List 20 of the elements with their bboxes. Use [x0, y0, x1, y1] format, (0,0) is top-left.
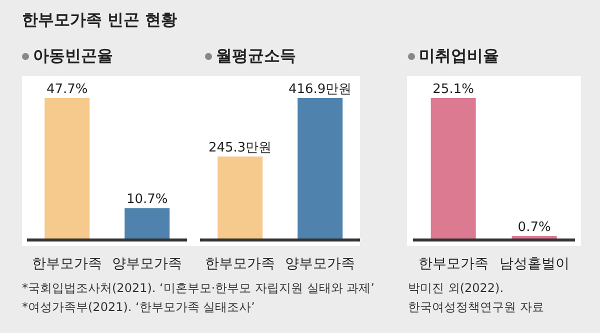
x-tick-label: 양부모가족 — [285, 256, 355, 272]
data-label: 25.1% — [432, 82, 474, 97]
x-tick-label: 한부모가족 — [418, 256, 488, 272]
text: *국회입법조사처(2021). ‘미혼부모·한부모 자립지원 실태와 과제’ — [22, 280, 374, 297]
text: *여성가족부(2021). ‘한부모가족 실태조사’ — [22, 299, 255, 316]
text: 한국여성정책연구원 자료 — [408, 299, 544, 316]
x-tick-label: 남성홑벌이 — [500, 256, 570, 272]
x-tick-label: 양부모가족 — [112, 256, 182, 272]
chart-subtitle: 월평균소득 — [215, 46, 296, 67]
chart-subtitle: 아동빈곤율 — [32, 46, 113, 67]
chart-subtitle: 미취업비율 — [418, 46, 499, 67]
x-tick-label: 한부모가족 — [32, 256, 102, 272]
x-tick-label: 한부모가족 — [205, 256, 275, 272]
chart-title: 한부모가족 빈곤 현황 — [22, 10, 178, 31]
data-label: 416.9만원 — [288, 82, 352, 97]
data-label: 0.7% — [518, 220, 551, 236]
data-label: 245.3만원 — [208, 140, 272, 156]
text: 박미진 외(2022). — [408, 280, 504, 297]
data-label: 10.7% — [126, 192, 168, 208]
data-label: 47.7% — [46, 82, 88, 97]
